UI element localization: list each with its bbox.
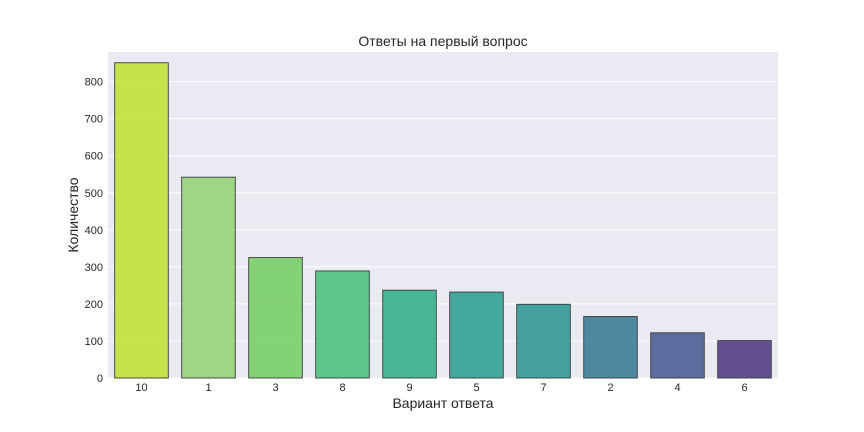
x-tick-label: 8 [339, 382, 345, 394]
bar-9 [382, 289, 437, 379]
x-tick-labels: 10 1 3 8 9 5 7 2 4 6 [135, 382, 747, 394]
bar-8 [315, 270, 370, 379]
x-tick-label: 4 [674, 382, 680, 394]
x-tick-label: 7 [540, 382, 546, 394]
bar-5 [449, 291, 504, 379]
bar-6 [717, 340, 772, 379]
y-tick-label: 200 [85, 299, 103, 311]
bar-7 [516, 303, 571, 379]
x-tick-label: 1 [205, 382, 211, 394]
y-tick-label: 700 [85, 114, 103, 126]
y-axis-title: Количество [65, 177, 81, 252]
bar-3 [248, 257, 303, 379]
y-tick-label: 600 [85, 151, 103, 163]
x-tick-label: 6 [741, 382, 747, 394]
y-tick-label: 300 [85, 262, 103, 274]
x-axis-title: Вариант ответа [392, 395, 493, 411]
x-tick-label: 2 [607, 382, 613, 394]
x-tick-label: 5 [473, 382, 479, 394]
chart-title: Ответы на первый вопрос [358, 33, 527, 49]
bar-10 [114, 62, 169, 379]
bars [114, 62, 772, 379]
x-tick-label: 9 [406, 382, 412, 394]
y-tick-label: 0 [97, 373, 103, 385]
bar-1 [181, 176, 236, 379]
x-tick-label: 10 [135, 382, 147, 394]
y-tick-label: 500 [85, 188, 103, 200]
bar-2 [583, 316, 638, 379]
y-tick-label: 800 [85, 77, 103, 89]
bar-4 [650, 332, 705, 379]
x-tick-label: 3 [272, 382, 278, 394]
y-tick-label: 100 [85, 336, 103, 348]
y-tick-label: 400 [85, 225, 103, 237]
y-tick-labels: 0 100 200 300 400 500 600 700 800 [85, 77, 103, 385]
